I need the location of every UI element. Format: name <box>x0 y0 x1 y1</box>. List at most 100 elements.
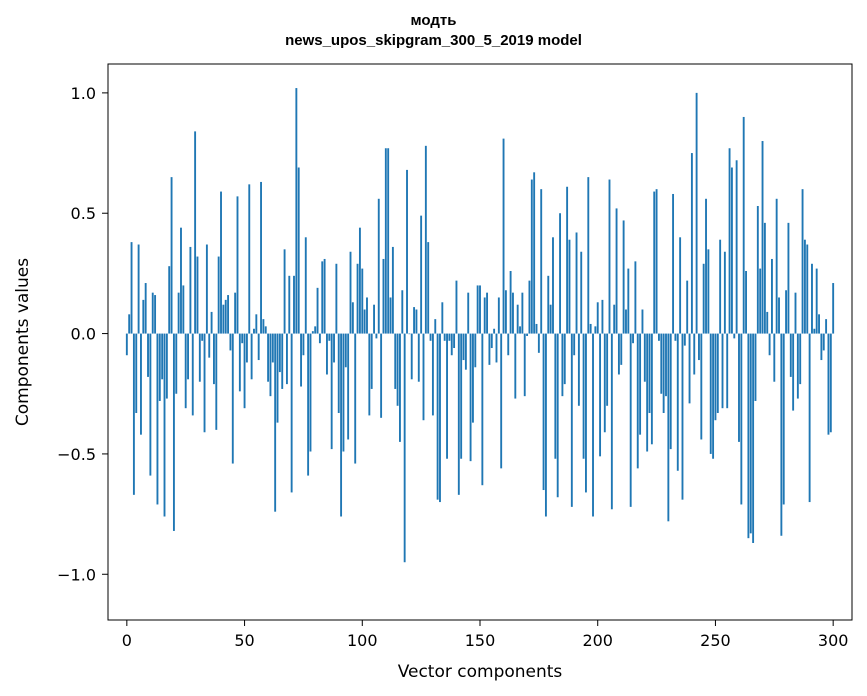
bar <box>740 333 743 505</box>
bar <box>672 193 675 334</box>
bar <box>702 263 705 334</box>
bar <box>161 333 164 380</box>
bar <box>660 333 663 394</box>
bar <box>537 333 540 353</box>
bar <box>288 275 291 334</box>
bar <box>194 131 197 334</box>
bar <box>149 333 152 476</box>
bar <box>566 186 569 334</box>
bar <box>274 333 277 512</box>
bar <box>450 333 453 356</box>
bar <box>815 268 818 334</box>
bar <box>476 285 479 334</box>
bar <box>205 244 208 334</box>
bar <box>526 333 529 336</box>
bar <box>215 333 218 430</box>
bar <box>596 302 599 334</box>
bar <box>832 283 835 334</box>
x-tick-label: 200 <box>582 631 613 650</box>
bar <box>180 227 182 334</box>
bar <box>366 297 368 334</box>
bar <box>813 328 816 334</box>
bar <box>771 258 773 334</box>
bar <box>756 206 759 334</box>
bar <box>516 304 519 334</box>
bar <box>361 268 364 334</box>
bar <box>128 314 131 334</box>
bar <box>165 333 168 399</box>
bar <box>698 333 700 361</box>
bar <box>582 333 585 459</box>
x-tick-label: 250 <box>700 631 731 650</box>
bar <box>253 328 255 334</box>
bar <box>820 333 823 361</box>
bar <box>318 333 321 344</box>
bar <box>424 145 427 334</box>
y-tick-label: 0.0 <box>71 325 96 344</box>
x-tick-label: 50 <box>234 631 254 650</box>
bar <box>467 292 470 334</box>
bar <box>182 285 185 334</box>
bar <box>759 268 762 334</box>
bar <box>431 333 434 416</box>
bar <box>747 333 750 539</box>
bar <box>657 333 660 341</box>
bar <box>745 270 747 334</box>
bar <box>646 333 649 452</box>
bar <box>683 333 686 346</box>
bar <box>792 333 795 411</box>
bar <box>594 326 597 334</box>
bar <box>535 323 538 334</box>
bar <box>808 333 811 503</box>
bar <box>408 333 411 335</box>
bar <box>785 290 788 334</box>
bar <box>191 333 194 416</box>
bar <box>140 333 142 435</box>
bar <box>752 333 755 543</box>
bar <box>686 280 689 334</box>
bar <box>469 333 472 462</box>
bar <box>775 198 778 334</box>
bar <box>488 333 491 365</box>
bar <box>641 309 644 334</box>
bar <box>738 333 740 442</box>
bar <box>563 333 566 385</box>
bar <box>135 333 138 414</box>
bar <box>401 290 404 334</box>
bar <box>587 177 590 334</box>
bar <box>636 333 639 469</box>
bar <box>227 295 230 334</box>
bar <box>723 251 726 334</box>
bar <box>302 333 305 356</box>
bar <box>269 333 272 397</box>
bar <box>589 323 592 334</box>
bar <box>201 333 204 341</box>
bar <box>255 314 258 334</box>
bar <box>358 227 361 334</box>
bar <box>132 333 135 495</box>
bar <box>789 333 792 377</box>
bar <box>439 333 441 503</box>
bar <box>559 213 561 334</box>
bar <box>264 326 267 334</box>
bar <box>761 141 764 334</box>
bar <box>655 189 658 334</box>
bar <box>639 333 642 435</box>
bar <box>714 333 717 421</box>
bar <box>778 297 780 334</box>
bar <box>712 333 715 459</box>
bar <box>213 333 215 385</box>
bar <box>766 311 769 334</box>
bar <box>208 333 211 358</box>
bar <box>142 299 145 334</box>
bar <box>705 198 707 334</box>
bar <box>497 297 500 334</box>
y-tick-label: −0.5 <box>57 445 96 464</box>
bar <box>323 258 326 334</box>
bar <box>384 148 387 334</box>
bar <box>222 304 225 334</box>
bar <box>375 333 378 339</box>
bar <box>344 333 347 368</box>
bar <box>464 333 467 370</box>
bar <box>236 196 239 334</box>
